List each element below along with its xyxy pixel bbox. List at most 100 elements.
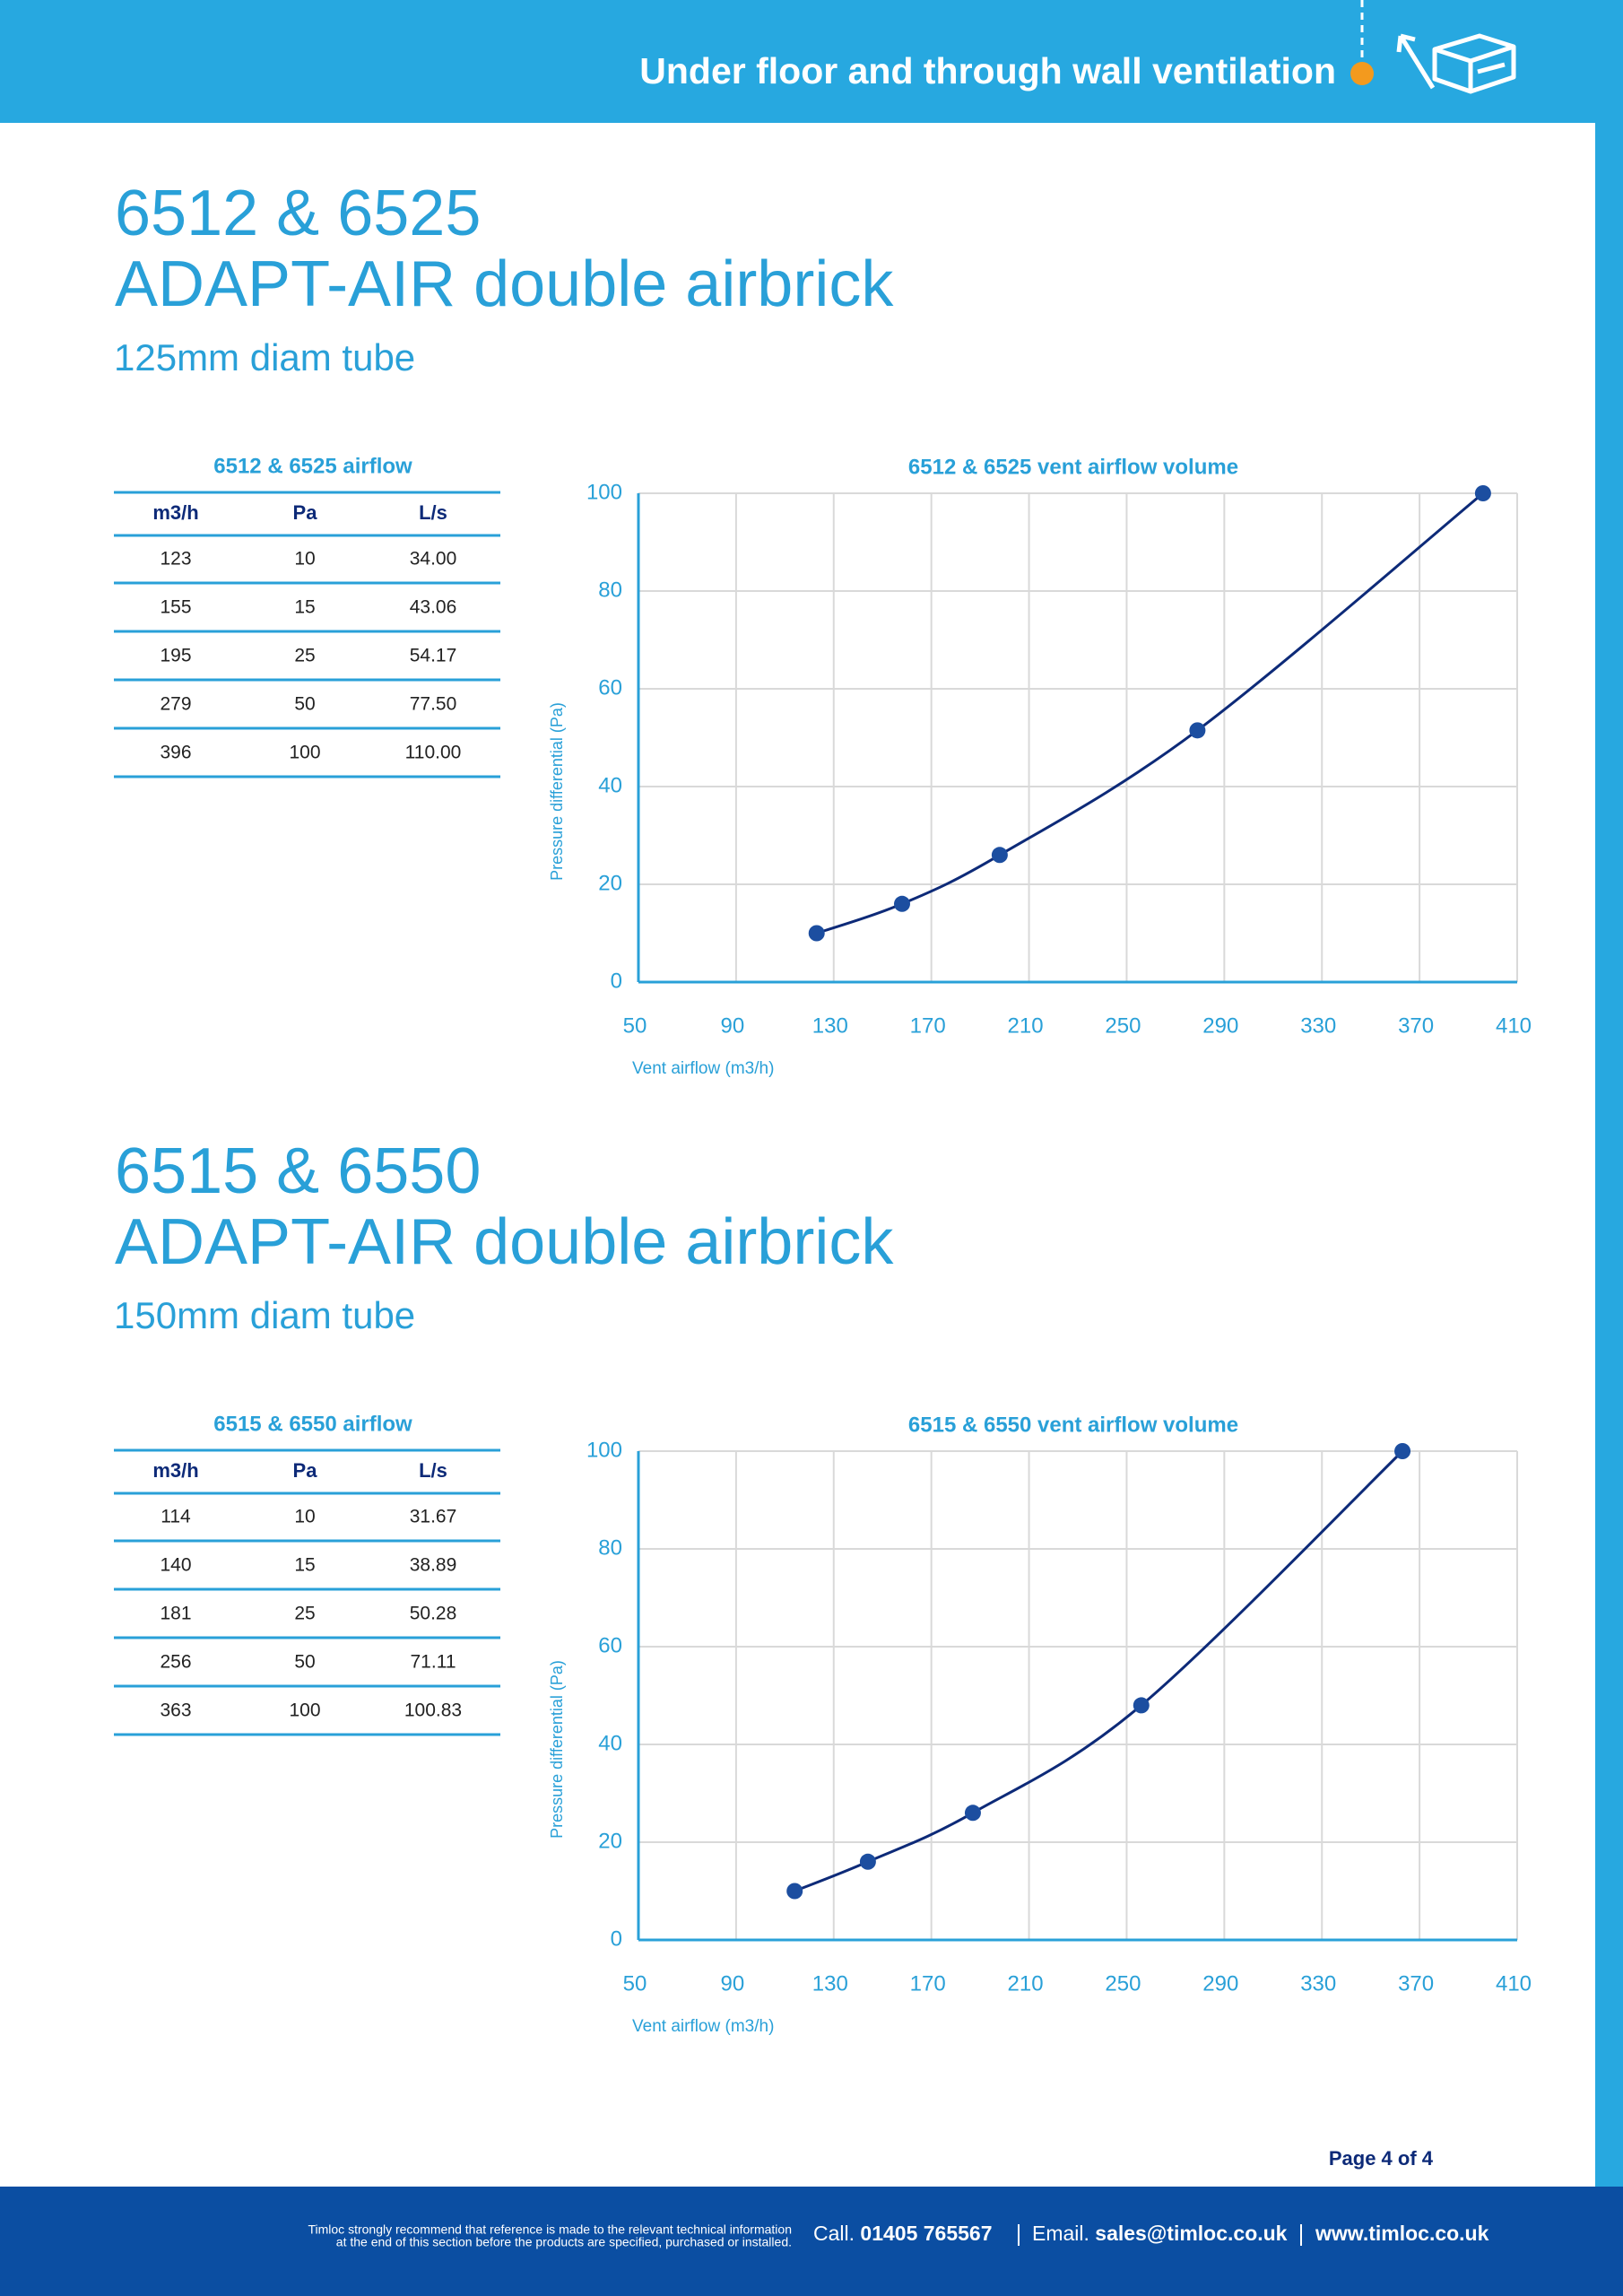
- y-tick-label: 60: [598, 1633, 622, 1657]
- x-tick-label: 90: [721, 1971, 745, 1996]
- email: sales@timloc.co.uk: [1095, 2222, 1287, 2245]
- table-cell: 15: [294, 597, 315, 618]
- x-tick-label: 130: [812, 1013, 848, 1038]
- y-axis-label: Pressure differential (Pa): [548, 1660, 566, 1839]
- table-cell: 43.06: [410, 597, 457, 618]
- x-tick-label: 50: [623, 1971, 647, 1996]
- x-tick-label: 130: [812, 1971, 848, 1996]
- data-point: [859, 1853, 876, 1870]
- table-cell: 25: [294, 1604, 315, 1624]
- website: www.timloc.co.uk: [1315, 2222, 1489, 2245]
- y-tick-label: 60: [598, 675, 622, 700]
- data-point: [1189, 722, 1206, 739]
- heading: 6515 & 6550: [115, 1135, 481, 1207]
- table-cell: 10: [294, 1507, 315, 1527]
- y-tick-label: 0: [611, 969, 622, 993]
- table-cell: 38.89: [410, 1555, 457, 1576]
- footer-contact: Email. sales@timloc.co.uk: [1032, 2222, 1288, 2245]
- data-point: [964, 1805, 981, 1822]
- y-tick-label: 20: [598, 871, 622, 895]
- table-cell: 123: [160, 549, 191, 570]
- table-title: 6512 & 6525 airflow: [213, 454, 412, 478]
- data-point: [894, 895, 910, 912]
- x-tick-label: 210: [1008, 1013, 1044, 1038]
- side-strip: [1595, 0, 1623, 2188]
- y-tick-label: 100: [586, 480, 622, 504]
- footer-band: [0, 2187, 1623, 2296]
- header-title: Under floor and through wall ventilation: [639, 50, 1336, 91]
- table-cell: 195: [160, 646, 191, 666]
- email-label: Email.: [1032, 2222, 1089, 2245]
- column-header: Pa: [293, 1459, 318, 1482]
- x-tick-label: 90: [721, 1013, 745, 1038]
- y-tick-label: 20: [598, 1829, 622, 1853]
- data-point: [1394, 1443, 1411, 1459]
- phone: 01405 765567: [860, 2222, 992, 2245]
- table-cell: 256: [160, 1652, 191, 1673]
- y-tick-label: 40: [598, 1731, 622, 1755]
- x-tick-label: 330: [1300, 1971, 1336, 1996]
- x-tick-label: 250: [1105, 1971, 1141, 1996]
- series-line: [816, 491, 1484, 935]
- column-header: m3/h: [152, 1459, 198, 1482]
- data-point: [1474, 485, 1491, 501]
- table-cell: 25: [294, 646, 315, 666]
- column-header: L/s: [419, 501, 447, 524]
- x-tick-label: 370: [1398, 1971, 1434, 1996]
- series-line: [794, 1449, 1404, 1892]
- table-cell: 54.17: [410, 646, 457, 666]
- subtitle: 125mm diam tube: [114, 336, 415, 378]
- y-tick-label: 80: [598, 578, 622, 602]
- x-tick-label: 50: [623, 1013, 647, 1038]
- data-point: [786, 1883, 803, 1900]
- x-axis-label: Vent airflow (m3/h): [632, 2017, 774, 2036]
- page-number: Page 4 of 4: [1329, 2147, 1434, 2170]
- table-cell: 10: [294, 549, 315, 570]
- data-point: [808, 925, 825, 942]
- y-tick-label: 0: [611, 1926, 622, 1951]
- y-axis-label: Pressure differential (Pa): [548, 702, 566, 881]
- x-tick-label: 170: [910, 1971, 946, 1996]
- column-header: m3/h: [152, 501, 198, 524]
- y-tick-label: 40: [598, 773, 622, 797]
- table-cell: 396: [160, 743, 191, 763]
- footer-disclaimer: Timloc strongly recommend that reference…: [308, 2222, 792, 2237]
- x-tick-label: 170: [910, 1013, 946, 1038]
- product-name: ADAPT-AIR double airbrick: [115, 1206, 894, 1278]
- table-cell: 110.00: [405, 743, 462, 763]
- y-tick-label: 100: [586, 1438, 622, 1462]
- x-tick-label: 370: [1398, 1013, 1434, 1038]
- data-point: [991, 847, 1008, 864]
- table-cell: 50.28: [410, 1604, 457, 1624]
- y-tick-label: 80: [598, 1535, 622, 1560]
- footer-disclaimer: at the end of this section before the pr…: [336, 2235, 792, 2249]
- table-cell: 100: [289, 743, 320, 763]
- phone-label: Call.: [813, 2222, 855, 2245]
- table-cell: 50: [294, 1652, 315, 1673]
- table-cell: 181: [160, 1604, 191, 1624]
- table-cell: 34.00: [410, 549, 457, 570]
- table-cell: 71.11: [411, 1652, 456, 1673]
- table-cell: 15: [294, 1555, 315, 1576]
- header-icon: [1396, 33, 1516, 94]
- table-cell: 100.83: [404, 1700, 462, 1721]
- product-name: ADAPT-AIR double airbrick: [115, 248, 894, 320]
- table-title: 6515 & 6550 airflow: [213, 1412, 412, 1436]
- header-band: [0, 0, 1623, 123]
- table-cell: 279: [160, 694, 191, 715]
- data-point: [1133, 1697, 1150, 1714]
- x-tick-label: 290: [1202, 1971, 1238, 1996]
- table-cell: 140: [160, 1555, 191, 1576]
- column-header: L/s: [419, 1459, 447, 1482]
- x-axis-label: Vent airflow (m3/h): [632, 1059, 774, 1078]
- chart-title: 6512 & 6525 vent airflow volume: [908, 455, 1238, 479]
- x-tick-label: 410: [1496, 1971, 1532, 1996]
- footer-contact: Call. 01405 765567: [813, 2222, 993, 2245]
- table-cell: 77.50: [410, 694, 457, 715]
- x-tick-label: 250: [1105, 1013, 1141, 1038]
- table-cell: 114: [161, 1507, 191, 1527]
- x-tick-label: 290: [1202, 1013, 1238, 1038]
- subtitle: 150mm diam tube: [114, 1294, 415, 1336]
